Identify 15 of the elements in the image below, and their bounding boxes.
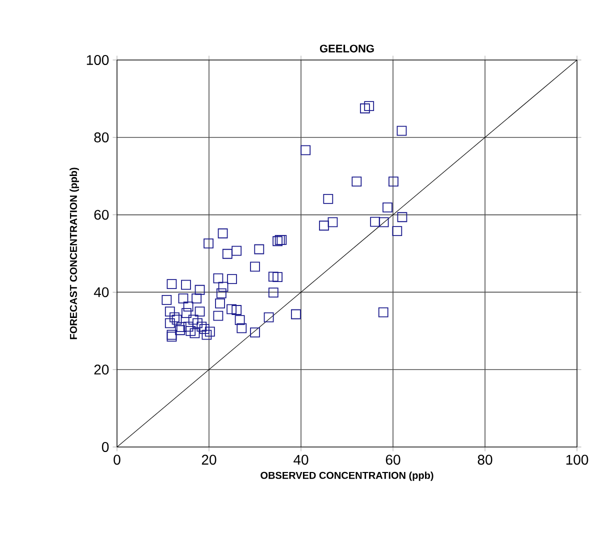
x-tick-label: 100 [566, 454, 588, 465]
y-tick-label: 40 [94, 287, 109, 298]
y-tick-label: 0 [102, 442, 109, 452]
x-tick-label: 20 [202, 454, 216, 465]
x-tick-label: 0 [114, 454, 120, 465]
x-tick-label: 40 [294, 454, 308, 465]
chart-title: GEELONG [320, 44, 374, 52]
x-tick-label: 80 [478, 454, 492, 465]
y-tick-label: 100 [86, 55, 109, 65]
x-axis-title: OBSERVED CONCENTRATION (ppb) [260, 472, 434, 481]
y-tick-label: 20 [94, 364, 109, 375]
y-axis-title: FORECAST CONCENTRATION (ppb) [70, 168, 79, 340]
y-tick-label: 60 [94, 210, 109, 220]
y-tick-label: 80 [94, 132, 109, 142]
x-tick-label: 60 [386, 454, 400, 465]
